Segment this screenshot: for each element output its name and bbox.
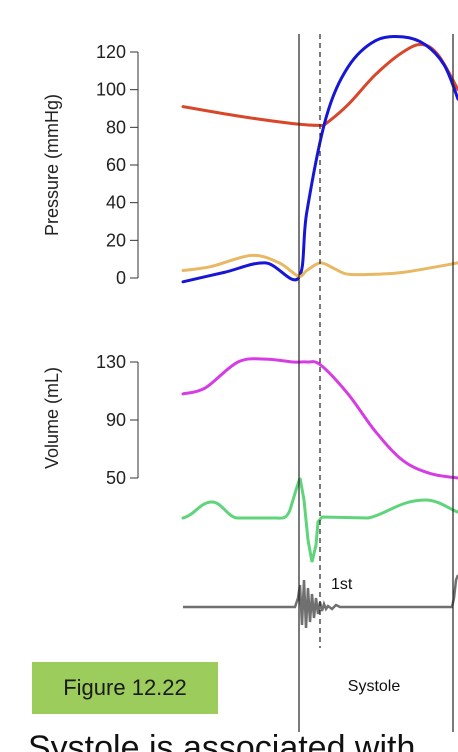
- pressure-tick-label: 40: [106, 193, 126, 213]
- volume-tick-label: 90: [106, 410, 126, 430]
- pressure-tick-label: 60: [106, 155, 126, 175]
- caption-text: Systole is associated with: [28, 729, 416, 752]
- ecg-trace: [181, 477, 458, 563]
- pressure-tick-label: 120: [96, 42, 126, 62]
- pressure-traces: [181, 35, 458, 284]
- figure-label: Figure 12.22: [32, 662, 218, 714]
- ventricular-volume-trace: [181, 357, 458, 480]
- caption-text-clip: Systole is associated with: [28, 724, 458, 752]
- ventricular-pressure-trace: [181, 35, 458, 284]
- heart-sounds-trace: [183, 574, 458, 629]
- volume-tick-label: 130: [96, 352, 126, 372]
- first-heart-sound-label: 1st: [331, 576, 353, 593]
- systole-label: Systole: [348, 678, 401, 695]
- pressure-tick-label: 80: [106, 117, 126, 137]
- volume-tick-label: 50: [106, 468, 126, 488]
- atrial-pressure-trace: [181, 253, 458, 278]
- pressure-axis-title: Pressure (mmHg): [42, 94, 62, 236]
- pressure-tick-label: 0: [116, 268, 126, 288]
- pressure-axis: 0 20 40 60 80 100 120 Pressure (mmHg): [42, 42, 139, 288]
- volume-traces: [181, 357, 458, 480]
- pressure-tick-label: 20: [106, 230, 126, 250]
- volume-axis: 50 90 130 Volume (mL): [42, 352, 139, 488]
- volume-axis-title: Volume (mL): [42, 367, 62, 469]
- pressure-tick-label: 100: [96, 80, 126, 100]
